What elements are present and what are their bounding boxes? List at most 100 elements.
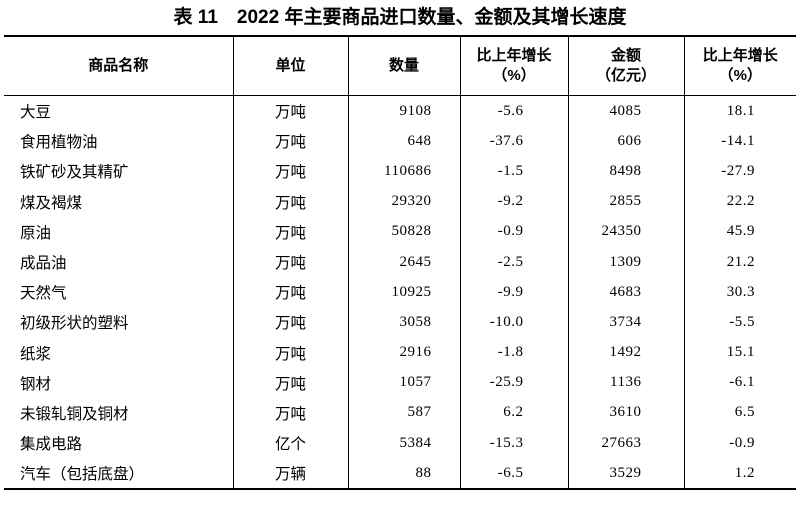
cell-commodity-name: 成品油 — [20, 255, 67, 273]
cell-unit: 万吨 — [232, 186, 348, 217]
cell-commodity-name: 天然气 — [20, 285, 67, 303]
cell-unit: 万吨 — [232, 367, 348, 398]
cell-value-growth: 15.1 — [683, 337, 796, 368]
cell-unit: 万吨 — [232, 126, 348, 157]
cell-unit: 万吨 — [232, 156, 348, 187]
cell-quantity-growth: 6.2 — [459, 397, 568, 429]
cell-value: 3610 — [567, 397, 684, 429]
cell-commodity-name: 汽车（包括底盘） — [20, 466, 145, 484]
cell-value: 3529 — [567, 458, 684, 490]
header-line: 商品名称 — [88, 57, 149, 74]
cell-quantity-growth: -9.2 — [459, 186, 568, 217]
header-unit: 单位 — [232, 36, 348, 96]
table-row: 汽车（包括底盘） 万辆 88 -6.5 3529 1.2 — [4, 458, 796, 490]
cell-quantity: 29320 — [347, 186, 460, 217]
cell-quantity: 5384 — [347, 428, 460, 459]
table-row: 原油 万吨 50828 -0.9 24350 45.9 — [4, 216, 796, 247]
header-line: 比上年增长 — [476, 47, 552, 64]
cell-value-growth: -5.5 — [683, 307, 796, 338]
table-header: 商品名称 单位 数量 比上年增长 （%） 金额 （亿元） 比上年增长 — [4, 36, 796, 96]
cell-value-growth: 45.9 — [683, 216, 796, 247]
cell-quantity: 50828 — [347, 216, 460, 247]
cell-commodity-name: 未锻轧铜及铜材 — [20, 405, 129, 423]
cell-unit: 亿个 — [232, 428, 348, 459]
cell-commodity-name: 铁矿砂及其精矿 — [20, 164, 129, 182]
table-title: 表 11 2022 年主要商品进口数量、金额及其增长速度 — [173, 7, 627, 28]
cell-value-growth: -0.9 — [683, 428, 796, 459]
cell-unit: 万吨 — [232, 277, 348, 308]
cell-value: 1136 — [567, 367, 684, 398]
table-row: 纸浆 万吨 2916 -1.8 1492 15.1 — [4, 337, 796, 368]
header-value-growth: 比上年增长 （%） — [683, 36, 796, 96]
cell-value-growth: 1.2 — [683, 458, 796, 490]
cell-value: 4085 — [567, 95, 684, 127]
statistical-bulletin-page: 表 11 2022 年主要商品进口数量、金额及其增长速度 商品名称 单位 数量 — [0, 5, 800, 508]
cell-quantity-growth: -6.5 — [459, 458, 568, 490]
cell-unit: 万吨 — [232, 337, 348, 368]
cell-value: 3734 — [567, 307, 684, 338]
cell-value: 24350 — [567, 216, 684, 247]
table-row: 铁矿砂及其精矿 万吨 110686 -1.5 8498 -27.9 — [4, 156, 796, 187]
header-line: 金额 — [610, 47, 641, 64]
cell-quantity: 2645 — [347, 246, 460, 278]
header-commodity-name: 商品名称 — [4, 36, 233, 96]
cell-quantity-growth: -15.3 — [459, 428, 568, 459]
cell-quantity-growth: -10.0 — [459, 307, 568, 338]
cell-quantity: 648 — [347, 126, 460, 157]
cell-quantity: 88 — [347, 458, 460, 490]
import-commodities-table: 商品名称 单位 数量 比上年增长 （%） 金额 （亿元） 比上年增长 — [4, 35, 796, 491]
cell-quantity-growth: -5.6 — [459, 95, 568, 127]
cell-commodity-name: 纸浆 — [20, 345, 52, 363]
cell-value-growth: 21.2 — [683, 246, 796, 278]
cell-value-growth: 18.1 — [683, 95, 796, 127]
cell-value: 27663 — [567, 428, 684, 459]
table-row: 煤及褐煤 万吨 29320 -9.2 2855 22.2 — [4, 186, 796, 217]
cell-value: 8498 — [567, 156, 684, 187]
cell-value: 1309 — [567, 246, 684, 278]
table-row: 钢材 万吨 1057 -25.9 1136 -6.1 — [4, 367, 796, 398]
table-body: 大豆 万吨 9108 -5.6 4085 18.1 食用植物油 万吨 648 -… — [4, 95, 796, 490]
table-row: 大豆 万吨 9108 -5.6 4085 18.1 — [4, 95, 796, 127]
cell-value-growth: 30.3 — [683, 277, 796, 308]
table-row: 集成电路 亿个 5384 -15.3 27663 -0.9 — [4, 428, 796, 459]
header-value: 金额 （亿元） — [567, 36, 684, 96]
header-quantity: 数量 — [347, 36, 460, 96]
cell-quantity: 587 — [347, 397, 460, 429]
header-line: 数量 — [388, 57, 419, 74]
cell-value: 606 — [567, 126, 684, 157]
cell-quantity: 3058 — [347, 307, 460, 338]
header-line: （%） — [492, 67, 536, 84]
cell-value: 1492 — [567, 337, 684, 368]
cell-quantity: 9108 — [347, 95, 460, 127]
cell-value-growth: -6.1 — [683, 367, 796, 398]
cell-unit: 万吨 — [232, 216, 348, 247]
cell-unit: 万吨 — [232, 307, 348, 338]
cell-commodity-name: 原油 — [20, 224, 52, 242]
header-row: 商品名称 单位 数量 比上年增长 （%） 金额 （亿元） 比上年增长 — [4, 36, 796, 96]
cell-quantity: 2916 — [347, 337, 460, 368]
table-row: 初级形状的塑料 万吨 3058 -10.0 3734 -5.5 — [4, 307, 796, 338]
cell-quantity-growth: -1.5 — [459, 156, 568, 187]
cell-unit: 万吨 — [232, 246, 348, 278]
cell-quantity: 1057 — [347, 367, 460, 398]
cell-commodity-name: 初级形状的塑料 — [20, 315, 129, 333]
header-line: 比上年增长 — [702, 47, 778, 64]
cell-unit: 万辆 — [232, 458, 348, 490]
header-line: 单位 — [275, 57, 306, 74]
cell-commodity-name: 集成电路 — [20, 436, 83, 454]
cell-commodity-name: 食用植物油 — [20, 134, 98, 152]
cell-value-growth: 6.5 — [683, 397, 796, 429]
cell-unit: 万吨 — [232, 397, 348, 429]
cell-value-growth: -27.9 — [683, 156, 796, 187]
cell-commodity-name: 大豆 — [20, 104, 52, 122]
cell-commodity-name: 煤及褐煤 — [20, 194, 83, 212]
table-row: 成品油 万吨 2645 -2.5 1309 21.2 — [4, 246, 796, 278]
cell-value-growth: -14.1 — [683, 126, 796, 157]
cell-quantity: 10925 — [347, 277, 460, 308]
cell-value: 2855 — [567, 186, 684, 217]
table-row: 天然气 万吨 10925 -9.9 4683 30.3 — [4, 277, 796, 308]
header-line: （亿元） — [595, 67, 656, 84]
header-quantity-growth: 比上年增长 （%） — [459, 36, 568, 96]
table-row: 未锻轧铜及铜材 万吨 587 6.2 3610 6.5 — [4, 397, 796, 429]
cell-quantity-growth: -9.9 — [459, 277, 568, 308]
